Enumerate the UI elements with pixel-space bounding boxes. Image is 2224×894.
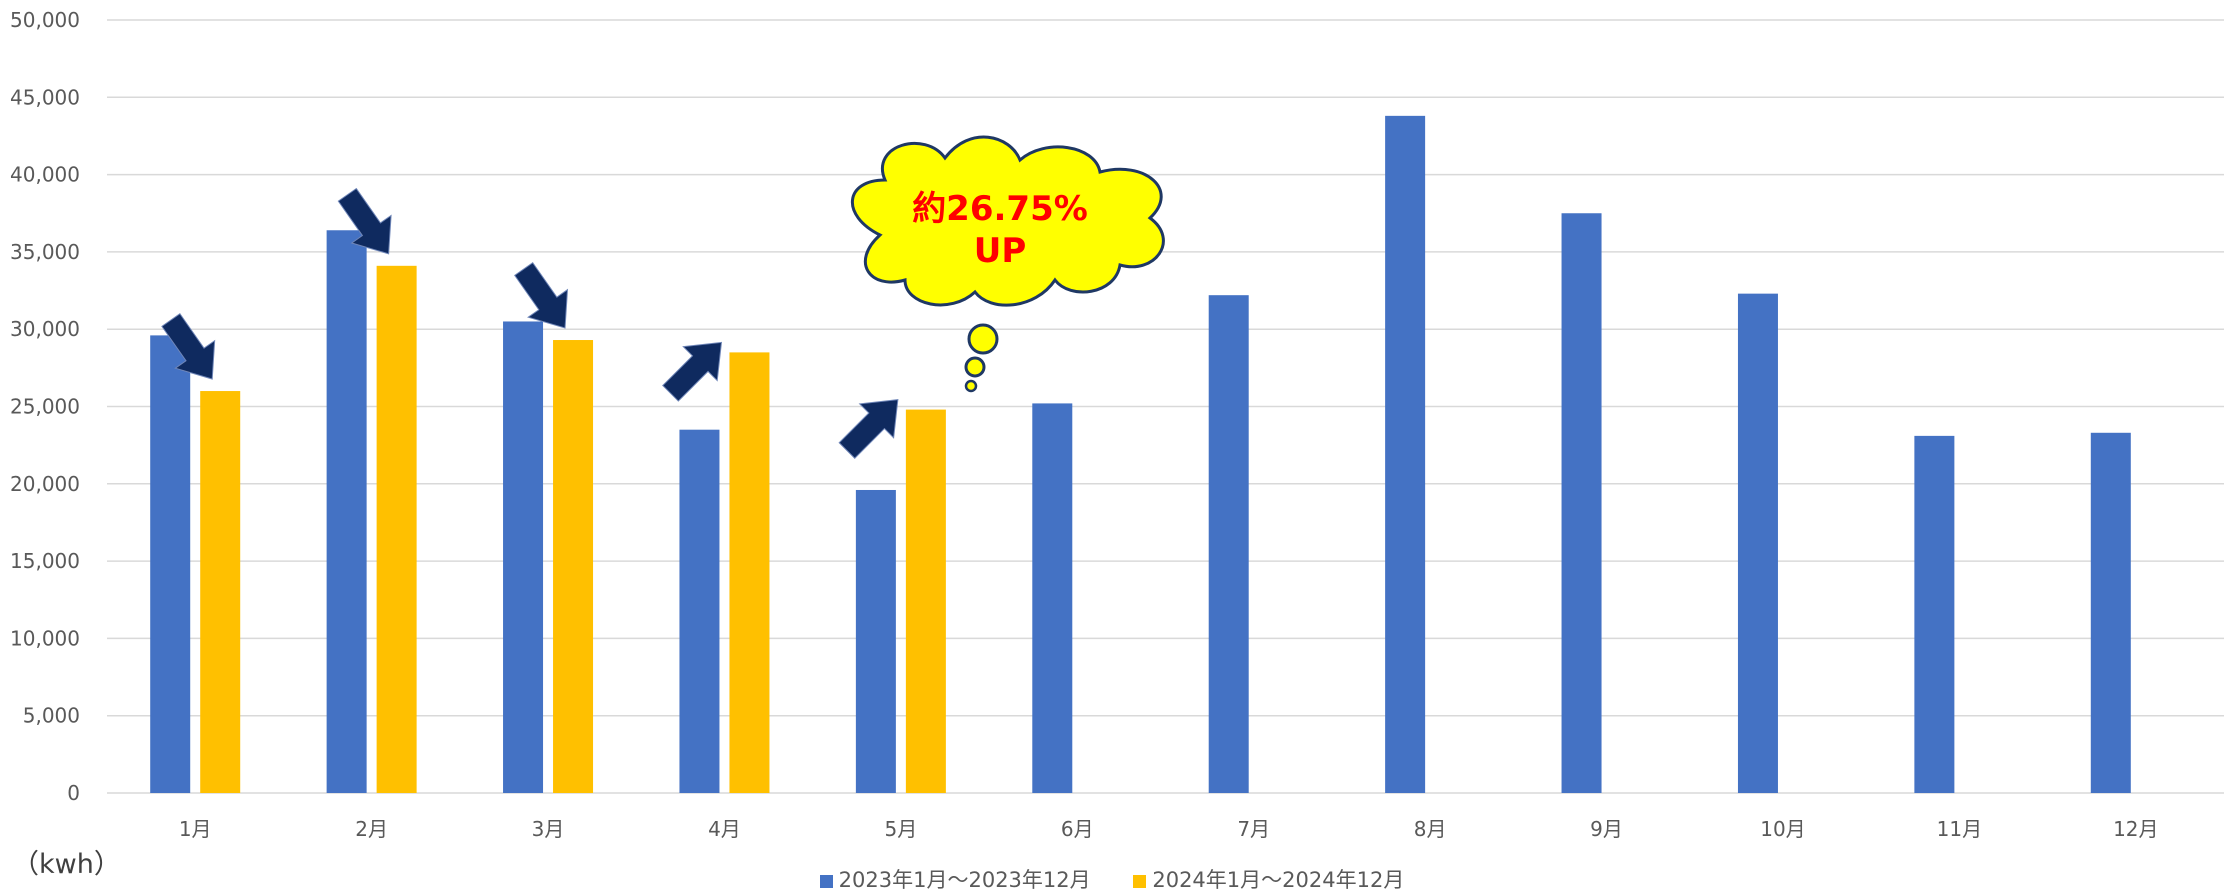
gridlines	[107, 19, 2224, 794]
y-tick-label: 0	[67, 781, 80, 805]
y-tick-label: 25,000	[10, 395, 80, 419]
bar-2023-11	[1914, 435, 1955, 793]
bar-2023-10	[1737, 293, 1778, 793]
callout-line-1: 約26.75%	[912, 189, 1088, 229]
bar-2024-4	[729, 352, 770, 793]
legend-item-2023: 2023年1月～2023年12月	[819, 864, 1091, 894]
bar-2023-5	[855, 489, 896, 793]
arrow-down-icon	[337, 187, 392, 255]
legend-item-2024: 2024年1月～2024年12月	[1133, 864, 1404, 894]
thought-bubble-medium	[964, 356, 986, 378]
y-tick-label: 10,000	[10, 626, 80, 650]
bar-2023-4	[679, 429, 720, 793]
bar-2023-3	[503, 321, 544, 793]
bar-2023-6	[1032, 403, 1073, 793]
arrow-up-icon	[662, 341, 723, 402]
bar-2024-2	[376, 265, 417, 794]
legend-swatch-2023	[819, 875, 833, 888]
bar-2023-8	[1385, 115, 1426, 794]
y-axis-unit-label: （kwh）	[12, 849, 121, 880]
y-tick-label: 35,000	[10, 240, 80, 264]
x-tick-label: 11月	[1937, 817, 1982, 841]
bar-2024-3	[553, 340, 594, 793]
x-tick-label: 10月	[1760, 817, 1805, 841]
bar-2023-1	[150, 335, 191, 793]
x-tick-label: 8月	[1414, 817, 1447, 841]
x-tick-label: 12月	[2113, 817, 2158, 841]
x-tick-label: 3月	[532, 817, 565, 841]
thought-bubble-large	[967, 323, 999, 355]
legend-swatch-2024	[1133, 875, 1147, 888]
y-tick-label: 45,000	[10, 85, 80, 109]
arrow-up-icon	[838, 399, 899, 459]
y-tick-label: 5,000	[23, 704, 80, 728]
bars	[150, 115, 2131, 794]
y-tick-label: 50,000	[10, 8, 80, 32]
y-tick-label: 20,000	[10, 472, 80, 496]
trend-arrows	[161, 187, 899, 459]
x-tick-label: 5月	[885, 817, 918, 841]
y-tick-label: 15,000	[10, 549, 80, 573]
arrow-down-icon	[514, 262, 569, 329]
bar-2024-1	[200, 391, 241, 793]
x-axis-ticks: 1月 2月 3月 4月 5月 6月 7月 8月 9月 10月 11月 12月	[179, 817, 2159, 841]
arrow-down-icon	[161, 313, 216, 380]
bar-2023-7	[1208, 295, 1249, 793]
callout-text: 約26.75% UP	[880, 188, 1120, 272]
y-tick-label: 30,000	[10, 317, 80, 341]
x-tick-label: 2月	[355, 817, 388, 841]
x-tick-label: 6月	[1061, 817, 1094, 841]
thought-bubble-small	[964, 379, 978, 393]
bar-2023-2	[326, 230, 367, 794]
callout-cloud	[850, 135, 1165, 393]
bar-2024-5	[905, 409, 946, 793]
legend: 2023年1月～2023年12月 2024年1月～2024年12月	[0, 864, 2224, 894]
x-tick-label: 4月	[708, 817, 741, 841]
x-tick-label: 9月	[1590, 817, 1623, 841]
x-tick-label: 1月	[179, 817, 212, 841]
legend-label-2024: 2024年1月～2024年12月	[1152, 868, 1405, 892]
bar-2023-9	[1561, 213, 1602, 793]
cloud-shape	[850, 135, 1165, 307]
bar-2023-12	[2090, 432, 2131, 793]
y-tick-label: 40,000	[10, 163, 80, 187]
legend-label-2023: 2023年1月～2023年12月	[838, 868, 1091, 892]
callout-line-2: UP	[973, 231, 1027, 271]
x-tick-label: 7月	[1237, 817, 1270, 841]
y-axis-ticks: 0 5,000 10,000 15,000 20,000 25,000 30,000 35,0…	[10, 8, 80, 805]
